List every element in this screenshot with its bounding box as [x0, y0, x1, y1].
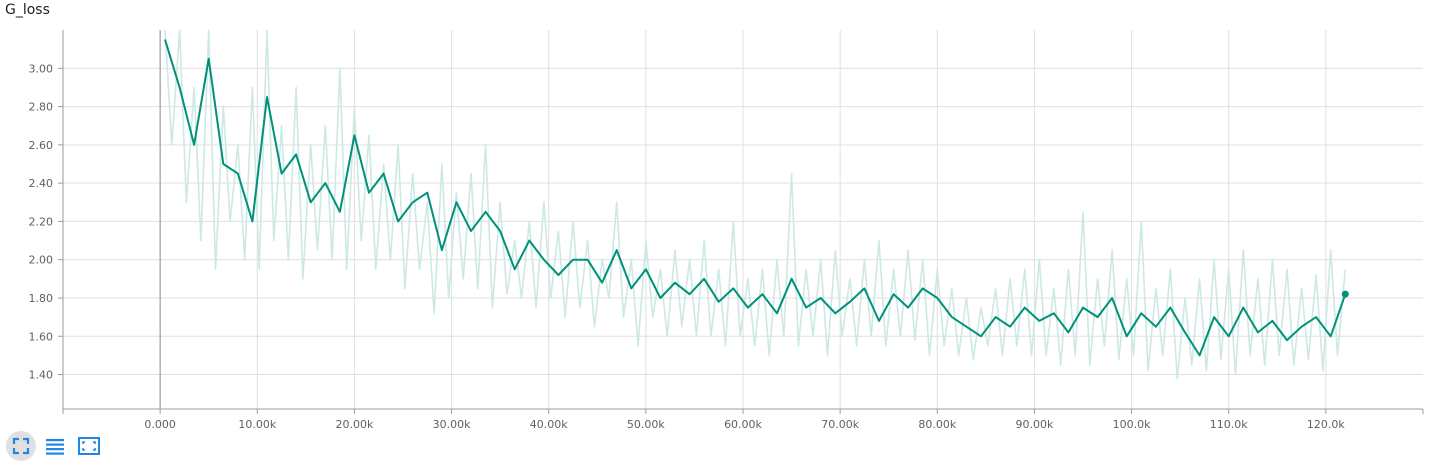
y-gridlines [63, 67, 1423, 376]
list-lines-icon [46, 439, 64, 455]
chart-plot[interactable]: 0.000 10.00k 20.00k 30.00k 40.00k 50.00k 60.00… [0, 0, 1446, 430]
fit-domain-button[interactable] [6, 431, 36, 461]
y-tick-label: 1.40 [29, 369, 54, 382]
x-tick-labels: 0.000 10.00k 20.00k 30.00k 40.00k 50.00k 60.00… [144, 418, 1345, 430]
chart-toolbar [6, 431, 104, 461]
last-point-marker [1341, 290, 1349, 298]
x-gridlines [159, 30, 1327, 409]
raw-line [164, 30, 1347, 380]
x-tick-label: 90.00k [1015, 418, 1053, 430]
chart-title: G_loss [5, 2, 50, 18]
y-tick-label: 2.60 [29, 139, 54, 152]
axes [58, 30, 1424, 414]
x-tick-label: 10.00k [238, 418, 276, 430]
y-tick-label: 2.80 [29, 101, 54, 114]
x-tick-label: 0.000 [144, 418, 176, 430]
x-tick-label: 100.0k [1113, 418, 1151, 430]
x-tick-label: 20.00k [335, 418, 373, 430]
y-tick-label: 1.80 [29, 292, 54, 305]
raw-series [164, 30, 1347, 380]
toggle-log-button[interactable] [40, 431, 70, 461]
fit-screen-icon [78, 437, 100, 455]
y-tick-label: 3.00 [29, 62, 54, 75]
x-tick-label: 50.00k [627, 418, 665, 430]
x-tick-label: 40.00k [530, 418, 568, 430]
x-tick-label: 120.0k [1307, 418, 1345, 430]
y-tick-label: 1.60 [29, 330, 54, 343]
x-tick-label: 60.00k [724, 418, 762, 430]
smoothed-line [164, 39, 1347, 357]
y-tick-label: 2.20 [29, 215, 54, 228]
smoothed-series [164, 39, 1349, 357]
x-tick-label: 110.0k [1210, 418, 1248, 430]
reset-zoom-button[interactable] [74, 431, 104, 461]
y-tick-label: 2.00 [29, 254, 54, 267]
x-tick-label: 30.00k [433, 418, 471, 430]
x-tick-label: 80.00k [918, 418, 956, 430]
x-tick-label: 70.00k [821, 418, 859, 430]
y-tick-label: 2.40 [29, 177, 54, 190]
expand-icon [12, 437, 30, 455]
y-tick-labels: 1.40 1.60 1.80 2.00 2.20 2.40 2.60 2.80 3.00 [29, 62, 54, 381]
